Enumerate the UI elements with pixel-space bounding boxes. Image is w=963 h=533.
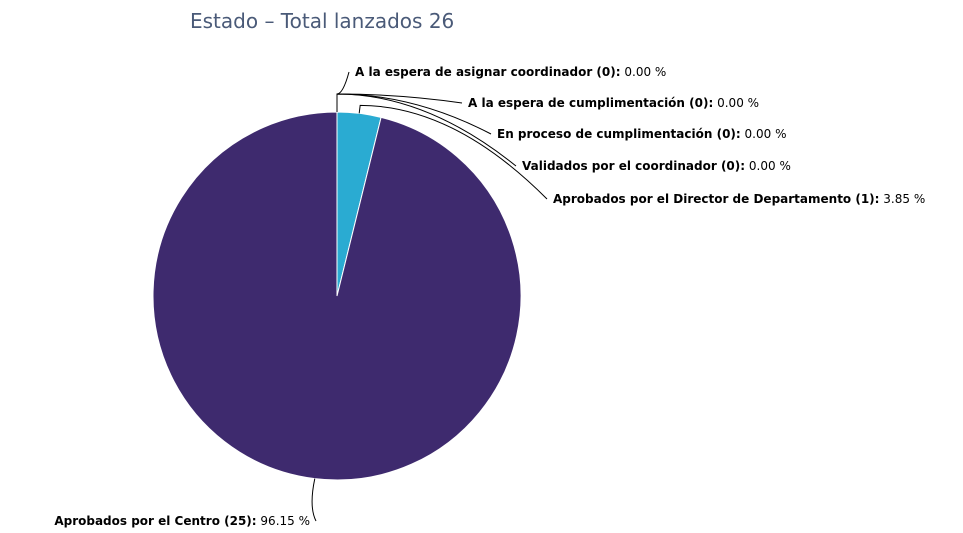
leader-line — [336, 71, 350, 112]
slice-label: Aprobados por el Director de Departament… — [553, 192, 925, 206]
slice-label-value: 0.00 % — [745, 127, 787, 141]
slice-label: Aprobados por el Centro (25): 96.15 % — [54, 514, 310, 528]
slice-label-value: 96.15 % — [260, 514, 310, 528]
slice-label-category: A la espera de cumplimentación (0): — [468, 96, 713, 110]
slice-label-value: 0.00 % — [624, 65, 666, 79]
slice-label-category: A la espera de asignar coordinador (0): — [355, 65, 621, 79]
slice-label-category: Aprobados por el Director de Departament… — [553, 192, 879, 206]
slice-label: A la espera de asignar coordinador (0): … — [355, 65, 666, 79]
chart-title: Estado – Total lanzados 26 — [190, 9, 454, 33]
leader-line — [311, 478, 317, 522]
pie-slice — [152, 111, 522, 481]
slice-label-value: 0.00 % — [749, 159, 791, 173]
leader-line — [358, 104, 548, 200]
slice-label-category: Aprobados por el Centro (25): — [54, 514, 256, 528]
slice-label-category: En proceso de cumplimentación (0): — [497, 127, 741, 141]
slice-label: A la espera de cumplimentación (0): 0.00… — [468, 96, 759, 110]
slice-label: En proceso de cumplimentación (0): 0.00 … — [497, 127, 786, 141]
slice-label-category: Validados por el coordinador (0): — [522, 159, 745, 173]
slice-label-value: 3.85 % — [883, 192, 925, 206]
slice-label: Validados por el coordinador (0): 0.00 % — [522, 159, 791, 173]
slice-label-value: 0.00 % — [717, 96, 759, 110]
leader-line — [336, 93, 517, 167]
